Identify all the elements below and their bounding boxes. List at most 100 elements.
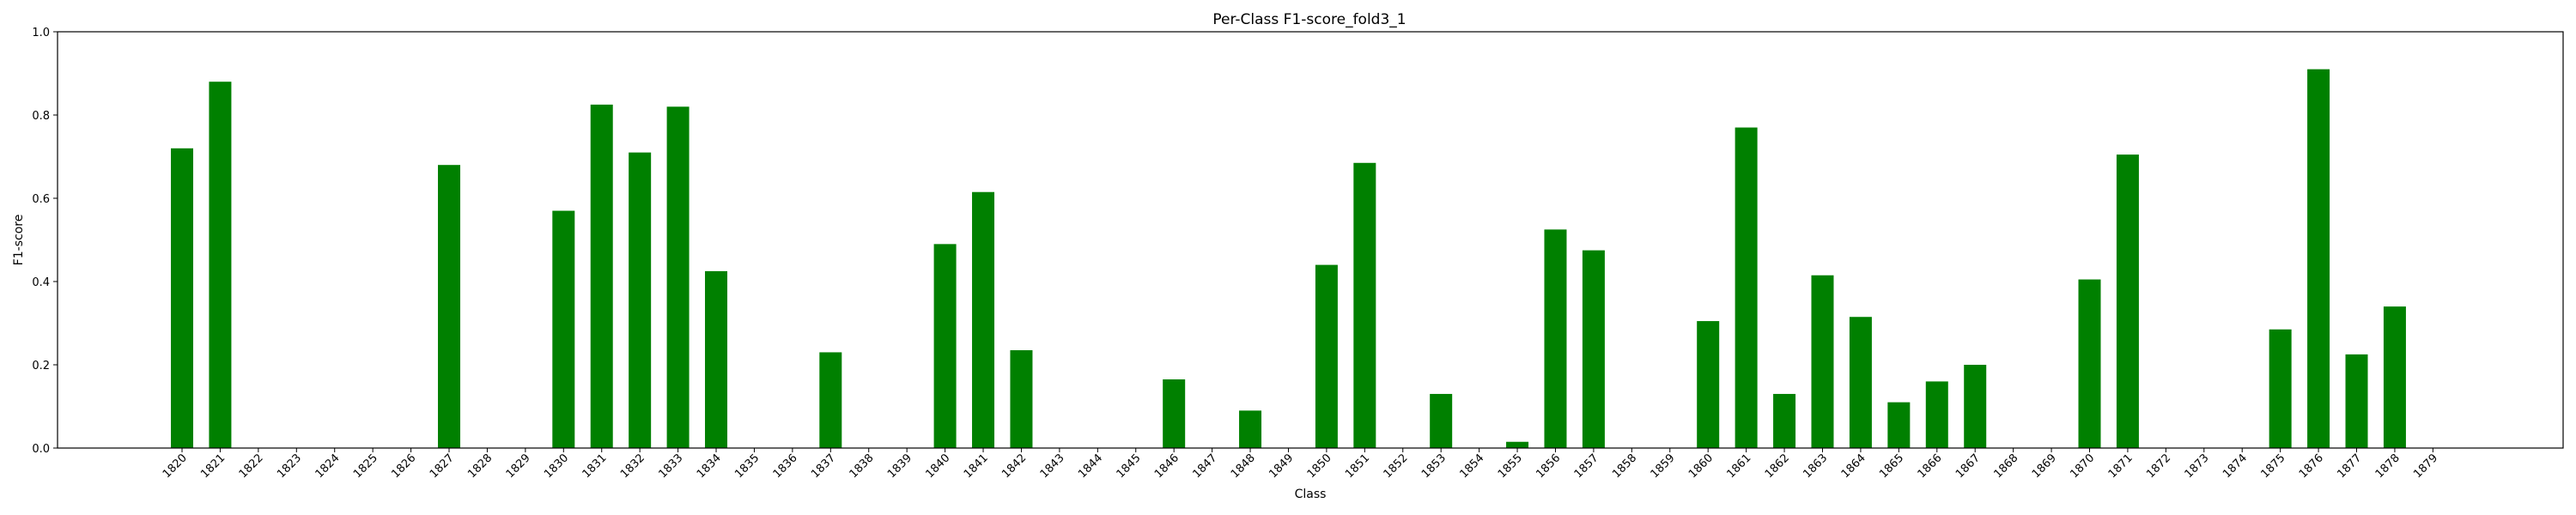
bar-1855 xyxy=(1506,441,1529,448)
y-axis-label: F1-score xyxy=(12,215,26,266)
bar-1842 xyxy=(1010,350,1033,448)
bar-1865 xyxy=(1887,402,1911,448)
x-tick-label-1866: 1866 xyxy=(1916,451,1945,481)
y-tick-label-5: 1.0 xyxy=(32,27,50,39)
x-tick-label-1827: 1827 xyxy=(428,451,457,481)
x-tick-label-1857: 1857 xyxy=(1572,451,1601,481)
bar-1856 xyxy=(1544,229,1567,449)
x-tick-label-1830: 1830 xyxy=(542,451,571,481)
x-tick-label-1860: 1860 xyxy=(1686,451,1716,481)
x-tick-label-1869: 1869 xyxy=(2030,451,2059,481)
bar-1866 xyxy=(1925,381,1948,448)
x-tick-label-1841: 1841 xyxy=(962,451,991,481)
x-tick-label-1829: 1829 xyxy=(504,451,533,481)
x-tick-label-1864: 1864 xyxy=(1839,451,1868,481)
x-tick-label-1852: 1852 xyxy=(1382,451,1411,481)
bar-1831 xyxy=(590,104,613,449)
bar-1877 xyxy=(2345,354,2368,449)
bar-1820 xyxy=(171,148,193,449)
bar-1870 xyxy=(2078,279,2101,448)
x-tick-label-1831: 1831 xyxy=(580,451,610,481)
x-tick-label-1871: 1871 xyxy=(2106,451,2136,481)
y-tick-label-2: 0.4 xyxy=(32,276,50,289)
x-axis-label: Class xyxy=(1295,488,1327,501)
bar-1857 xyxy=(1582,250,1605,449)
chart-title: Per-Class F1-score_fold3_1 xyxy=(1212,11,1406,28)
y-axis: 0.0 0.2 0.4 0.6 0.8 1.0 xyxy=(32,27,58,456)
x-tick-label-1821: 1821 xyxy=(198,451,228,481)
y-tick-label-0: 0.0 xyxy=(32,443,50,456)
x-tick-label-1851: 1851 xyxy=(1343,451,1372,481)
bar-1837 xyxy=(819,352,842,448)
x-tick-label-1861: 1861 xyxy=(1724,451,1753,481)
x-tick-label-1836: 1836 xyxy=(771,451,800,481)
x-tick-label-1838: 1838 xyxy=(848,451,877,481)
bar-1846 xyxy=(1163,379,1186,448)
bars-layer xyxy=(171,69,2406,449)
x-tick-label-1822: 1822 xyxy=(237,451,266,481)
plot-frame xyxy=(57,31,2564,449)
y-tick-label-4: 0.8 xyxy=(32,110,50,123)
bar-1860 xyxy=(1697,321,1720,448)
x-tick-label-1835: 1835 xyxy=(732,451,762,481)
bar-1853 xyxy=(1430,393,1453,448)
x-tick-label-1833: 1833 xyxy=(656,451,685,481)
bar-1867 xyxy=(1964,365,1987,448)
bar-1821 xyxy=(209,82,232,448)
x-tick-label-1872: 1872 xyxy=(2144,451,2173,481)
bar-1841 xyxy=(972,191,995,449)
x-tick-label-1820: 1820 xyxy=(161,451,190,481)
x-tick-label-1850: 1850 xyxy=(1305,451,1334,481)
x-tick-label-1863: 1863 xyxy=(1801,451,1830,481)
x-tick-label-1865: 1865 xyxy=(1877,451,1906,481)
x-tick-label-1853: 1853 xyxy=(1419,451,1449,481)
bar-1834 xyxy=(705,270,728,449)
x-tick-label-1877: 1877 xyxy=(2335,451,2364,481)
x-tick-label-1849: 1849 xyxy=(1267,451,1296,481)
bar-1875 xyxy=(2269,329,2292,448)
bar-1832 xyxy=(629,152,652,448)
x-tick-label-1839: 1839 xyxy=(885,451,914,481)
x-tick-label-1844: 1844 xyxy=(1076,451,1105,481)
x-tick-label-1828: 1828 xyxy=(465,451,495,481)
bar-1861 xyxy=(1735,127,1758,449)
x-tick-label-1875: 1875 xyxy=(2258,451,2287,481)
x-tick-label-1848: 1848 xyxy=(1229,451,1258,481)
x-tick-label-1846: 1846 xyxy=(1152,451,1182,481)
bar-1878 xyxy=(2383,306,2406,448)
bar-1876 xyxy=(2307,69,2330,449)
x-tick-label-1874: 1874 xyxy=(2221,451,2250,481)
x-tick-label-1823: 1823 xyxy=(275,451,304,481)
y-tick-label-3: 0.6 xyxy=(32,193,50,206)
x-tick-label-1873: 1873 xyxy=(2183,451,2212,481)
x-tick-label-1878: 1878 xyxy=(2373,451,2403,481)
bar-1862 xyxy=(1773,393,1796,448)
x-axis: 1820 1821 1822 1823 1824 1825 1826 1827 1828 1829… xyxy=(161,448,2440,481)
x-tick-label-1847: 1847 xyxy=(1190,451,1219,481)
x-tick-label-1868: 1868 xyxy=(1991,451,2020,481)
bar-1871 xyxy=(2116,154,2139,448)
bar-1833 xyxy=(666,106,690,449)
x-tick-label-1862: 1862 xyxy=(1763,451,1792,481)
x-tick-label-1826: 1826 xyxy=(389,451,418,481)
x-tick-label-1879: 1879 xyxy=(2411,451,2440,481)
x-tick-label-1845: 1845 xyxy=(1115,451,1144,481)
bar-1827 xyxy=(438,165,461,448)
x-tick-label-1843: 1843 xyxy=(1038,451,1067,481)
x-tick-label-1837: 1837 xyxy=(809,451,838,481)
x-tick-label-1867: 1867 xyxy=(1953,451,1983,481)
bar-1864 xyxy=(1849,317,1872,448)
x-tick-label-1870: 1870 xyxy=(2068,451,2097,481)
y-tick-label-1: 0.2 xyxy=(32,360,50,373)
x-tick-label-1825: 1825 xyxy=(351,451,380,481)
x-tick-label-1855: 1855 xyxy=(1496,451,1525,481)
bar-1840 xyxy=(933,244,957,448)
x-tick-label-1854: 1854 xyxy=(1457,451,1486,481)
x-tick-label-1834: 1834 xyxy=(695,451,724,481)
x-tick-label-1858: 1858 xyxy=(1610,451,1639,481)
bar-1851 xyxy=(1353,162,1376,448)
x-tick-label-1856: 1856 xyxy=(1534,451,1563,481)
bar-1850 xyxy=(1315,264,1338,448)
bar-1863 xyxy=(1811,275,1834,448)
